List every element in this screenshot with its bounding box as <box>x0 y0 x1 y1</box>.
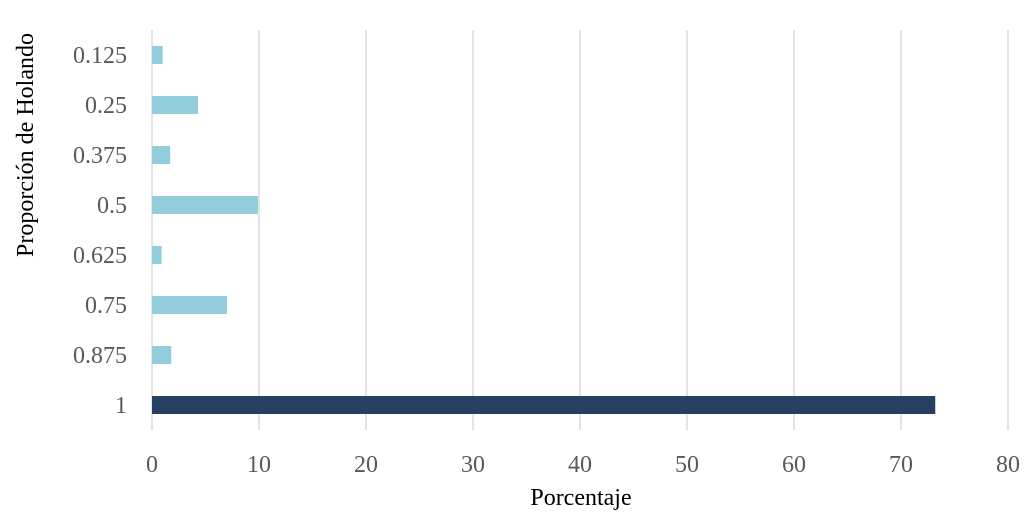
x-tick-label: 80 <box>996 452 1020 478</box>
bar-0.125 <box>152 46 163 64</box>
y-tick-label: 0.375 <box>73 143 127 169</box>
bar-0.75 <box>152 296 227 314</box>
x-tick-label: 70 <box>889 452 913 478</box>
x-tick-label: 30 <box>461 452 485 478</box>
bar-1 <box>152 396 936 414</box>
bar-0.875 <box>152 346 172 364</box>
x-tick-label: 0 <box>146 452 158 478</box>
y-axis-title: Proporción de Holando <box>13 33 39 257</box>
y-tick-label: 0.5 <box>97 193 127 219</box>
x-tick-label: 60 <box>782 452 806 478</box>
bar-0.625 <box>152 246 162 264</box>
bar-0.25 <box>152 96 199 114</box>
bar-0.375 <box>152 146 171 164</box>
gridlines <box>151 30 1009 430</box>
y-tick-label: 0.25 <box>85 93 127 119</box>
x-tick-label: 10 <box>247 452 271 478</box>
x-tick-labels: 0 10 20 30 40 50 60 70 80 <box>146 452 1020 478</box>
y-tick-labels: 0.125 0.25 0.375 0.5 0.625 0.75 0.875 1 <box>73 43 127 419</box>
x-axis-title: Porcentaje <box>530 485 631 511</box>
y-tick-label: 0.75 <box>85 293 127 319</box>
y-tick-label: 0.625 <box>73 243 127 269</box>
x-tick-label: 20 <box>354 452 378 478</box>
x-tick-label: 50 <box>675 452 699 478</box>
y-tick-label: 1 <box>115 393 127 419</box>
bar-0.5 <box>152 196 258 214</box>
x-tick-label: 40 <box>568 452 592 478</box>
bars <box>152 46 936 414</box>
y-tick-label: 0.125 <box>73 43 127 69</box>
y-tick-label: 0.875 <box>73 343 127 369</box>
